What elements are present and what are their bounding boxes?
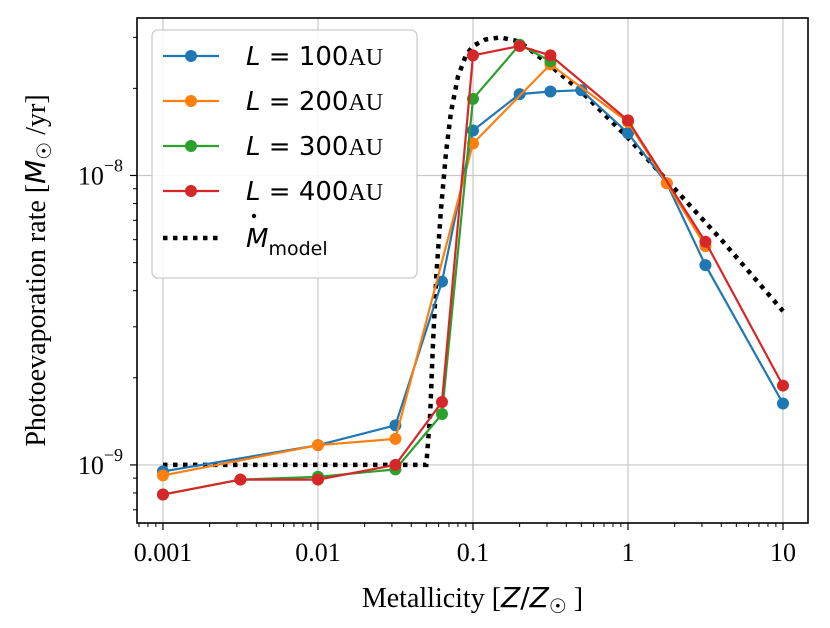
y-tick-label: 10−8	[78, 155, 123, 190]
series-point	[544, 49, 557, 62]
series-point	[435, 395, 448, 408]
series-point	[389, 432, 402, 445]
y-tick-label: 10−9	[78, 445, 123, 480]
x-tick-label: 0.01	[295, 538, 341, 567]
x-tick-label: 0.1	[457, 538, 490, 567]
x-tick-label: 0.001	[134, 538, 193, 567]
legend-label: L = 300AU	[246, 132, 383, 162]
legend-swatch-marker	[185, 185, 197, 197]
series-point	[776, 379, 789, 392]
series-point	[699, 235, 712, 248]
y-axis-label: Photoevaporation rate [M☉ /yr]	[19, 94, 56, 446]
series-point	[234, 473, 247, 486]
legend-label: L = 200AU	[246, 87, 383, 117]
series-line	[162, 89, 784, 473]
legend-model-dot	[251, 213, 257, 219]
legend-swatch-marker	[185, 95, 197, 107]
series-point	[156, 488, 169, 501]
x-axis-label: Metallicity [Z/Z☉ ]	[362, 581, 583, 618]
series-point	[544, 85, 557, 98]
legend-swatch-marker	[185, 140, 197, 152]
x-tick-label: 10	[770, 538, 796, 567]
series-point	[621, 127, 634, 140]
series-point	[435, 275, 448, 288]
series-point	[621, 114, 634, 127]
series-point	[575, 84, 588, 97]
legend-box	[151, 29, 418, 279]
series-point	[156, 469, 169, 482]
series-point	[513, 40, 526, 53]
series-point	[311, 473, 324, 486]
legend-label: L = 100AU	[246, 42, 383, 72]
series-point	[389, 458, 402, 471]
series-point	[435, 407, 448, 420]
series-point	[699, 259, 712, 272]
series-point	[466, 49, 479, 62]
series-layer	[156, 35, 789, 501]
x-tick-label: 1	[621, 538, 634, 567]
model-line	[163, 35, 785, 468]
legend: L = 100AU L = 200AU L = 300AU L = 400AU Mmod…	[151, 29, 418, 279]
legend-label-model: Mmodel	[246, 224, 328, 260]
axis-ticks: 0.001 0.01 0.1 1 10 10−9 10−8	[78, 36, 796, 567]
legend-swatch-marker	[185, 50, 197, 62]
series-point	[311, 439, 324, 452]
series-point	[776, 397, 789, 410]
series-point	[513, 88, 526, 101]
legend-label: L = 400AU	[246, 177, 383, 207]
